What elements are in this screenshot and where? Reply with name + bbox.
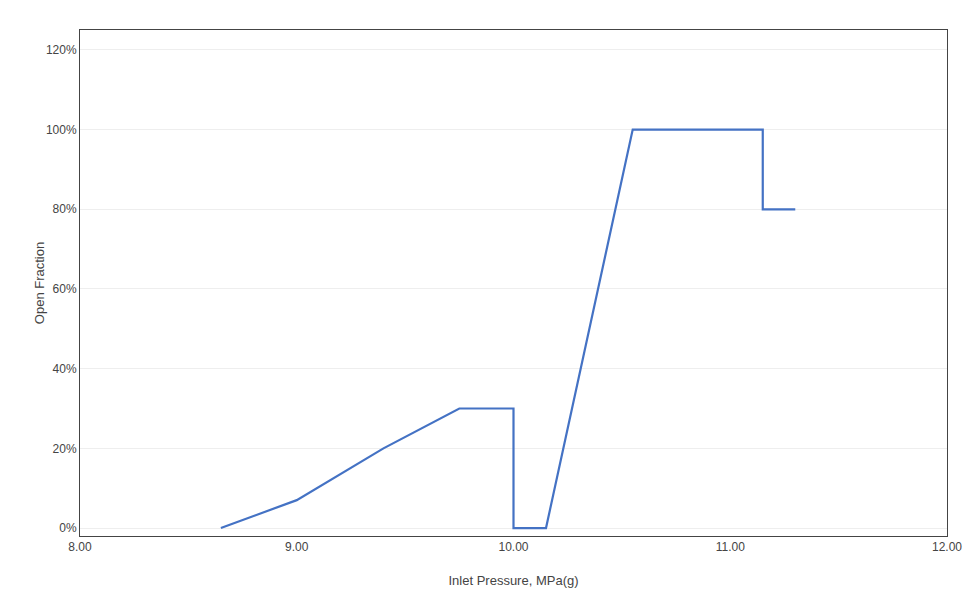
svg-text:10.00: 10.00: [498, 540, 528, 554]
svg-text:100%: 100%: [46, 123, 77, 137]
svg-text:60%: 60%: [53, 282, 77, 296]
svg-text:12.00: 12.00: [932, 540, 962, 554]
svg-text:Open Fraction: Open Fraction: [32, 242, 47, 324]
svg-text:40%: 40%: [53, 362, 77, 376]
svg-text:20%: 20%: [53, 442, 77, 456]
svg-text:9.00: 9.00: [285, 540, 309, 554]
svg-text:8.00: 8.00: [68, 540, 92, 554]
svg-text:11.00: 11.00: [716, 540, 745, 554]
svg-text:0%: 0%: [59, 521, 77, 535]
svg-text:80%: 80%: [53, 202, 77, 216]
svg-text:Inlet Pressure, MPa(g): Inlet Pressure, MPa(g): [448, 573, 578, 588]
svg-text:120%: 120%: [46, 43, 77, 57]
